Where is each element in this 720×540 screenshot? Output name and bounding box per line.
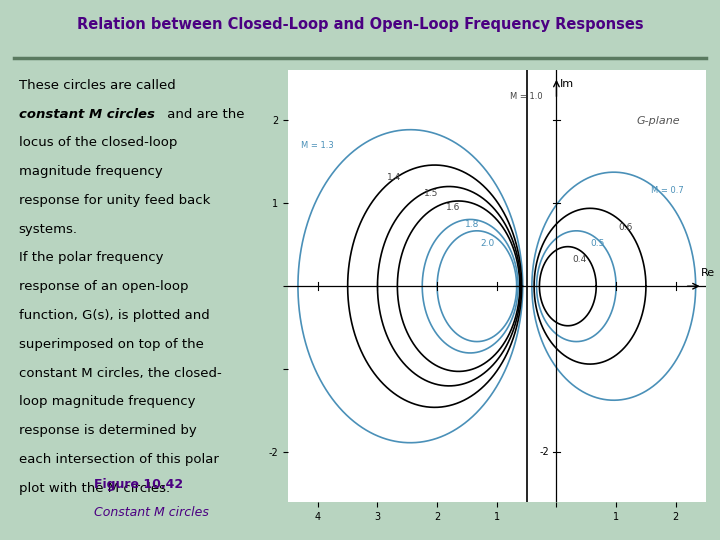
Text: magnitude frequency: magnitude frequency xyxy=(19,165,163,178)
Text: 2.0: 2.0 xyxy=(480,239,494,248)
Text: M = 1.0: M = 1.0 xyxy=(510,92,543,102)
Text: These circles are called: These circles are called xyxy=(19,79,176,92)
Text: 1.5: 1.5 xyxy=(424,190,438,199)
Text: 1.4: 1.4 xyxy=(387,173,401,181)
Text: 1.8: 1.8 xyxy=(465,220,480,230)
Text: function, G(s), is plotted and: function, G(s), is plotted and xyxy=(19,309,210,322)
Text: response of an open-loop: response of an open-loop xyxy=(19,280,188,293)
Text: G-plane: G-plane xyxy=(637,116,680,126)
Text: 0.5: 0.5 xyxy=(590,239,605,248)
Text: M = 0.7: M = 0.7 xyxy=(651,186,683,195)
Text: Relation between Closed-Loop and Open-Loop Frequency Responses: Relation between Closed-Loop and Open-Lo… xyxy=(77,17,643,32)
Text: 0.6: 0.6 xyxy=(618,223,632,232)
Text: 0.4: 0.4 xyxy=(572,255,586,265)
Text: constant M circles, the closed-: constant M circles, the closed- xyxy=(19,367,222,380)
Text: response is determined by: response is determined by xyxy=(19,424,197,437)
Text: response for unity feed back: response for unity feed back xyxy=(19,194,210,207)
Text: Constant M circles: Constant M circles xyxy=(94,506,209,519)
Text: plot with the M circles.: plot with the M circles. xyxy=(19,482,170,495)
Text: M = 1.3: M = 1.3 xyxy=(301,141,333,151)
Text: and are the: and are the xyxy=(163,107,244,120)
Text: each intersection of this polar: each intersection of this polar xyxy=(19,453,219,466)
Text: constant M circles: constant M circles xyxy=(19,107,155,120)
Text: -2: -2 xyxy=(539,447,549,457)
Text: 1.6: 1.6 xyxy=(446,202,461,212)
Text: Figure 10.42: Figure 10.42 xyxy=(94,478,183,491)
Text: Re: Re xyxy=(701,268,715,278)
Text: systems.: systems. xyxy=(19,222,78,235)
Text: loop magnitude frequency: loop magnitude frequency xyxy=(19,395,195,408)
Text: Im: Im xyxy=(560,78,574,89)
Text: locus of the closed-loop: locus of the closed-loop xyxy=(19,136,177,150)
Text: If the polar frequency: If the polar frequency xyxy=(19,252,163,265)
Text: superimposed on top of the: superimposed on top of the xyxy=(19,338,204,351)
